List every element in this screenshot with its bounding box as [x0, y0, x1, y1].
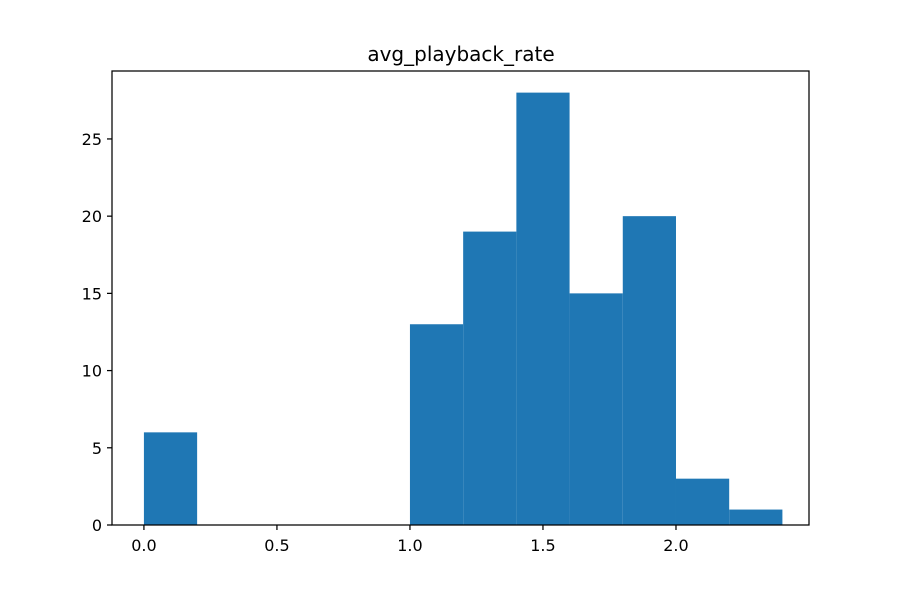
axes-group: 0.0 0.5 1.0 1.5 2.0 0 5 10 15 20 25	[82, 70, 810, 555]
y-tick-label-2: 10	[82, 362, 102, 381]
x-tick-label-4: 2.0	[663, 536, 688, 555]
histogram-bar-8	[569, 293, 623, 525]
chart-title: avg_playback_rate	[367, 42, 554, 66]
y-tick-label-5: 25	[82, 130, 102, 149]
y-tick-label-3: 15	[82, 284, 102, 303]
histogram-bar-5	[409, 324, 464, 525]
x-tick-label-2: 1.0	[397, 536, 422, 555]
histogram-bar-7	[516, 92, 570, 526]
plot-frame	[111, 70, 810, 526]
y-tick-label-0: 0	[92, 516, 102, 535]
y-tick-label-4: 20	[82, 207, 102, 226]
histogram-bar-10	[675, 478, 730, 525]
x-tick-label-1: 0.5	[264, 536, 289, 555]
histogram-bar-6	[463, 231, 517, 525]
histogram-bar-0	[143, 432, 198, 525]
x-tick-label-0: 0.0	[131, 536, 156, 555]
bars-group	[143, 92, 783, 526]
histogram-bar-9	[622, 216, 676, 525]
histogram-bar-11	[729, 509, 783, 525]
x-tick-label-3: 1.5	[530, 536, 555, 555]
y-tick-label-1: 5	[92, 439, 102, 458]
